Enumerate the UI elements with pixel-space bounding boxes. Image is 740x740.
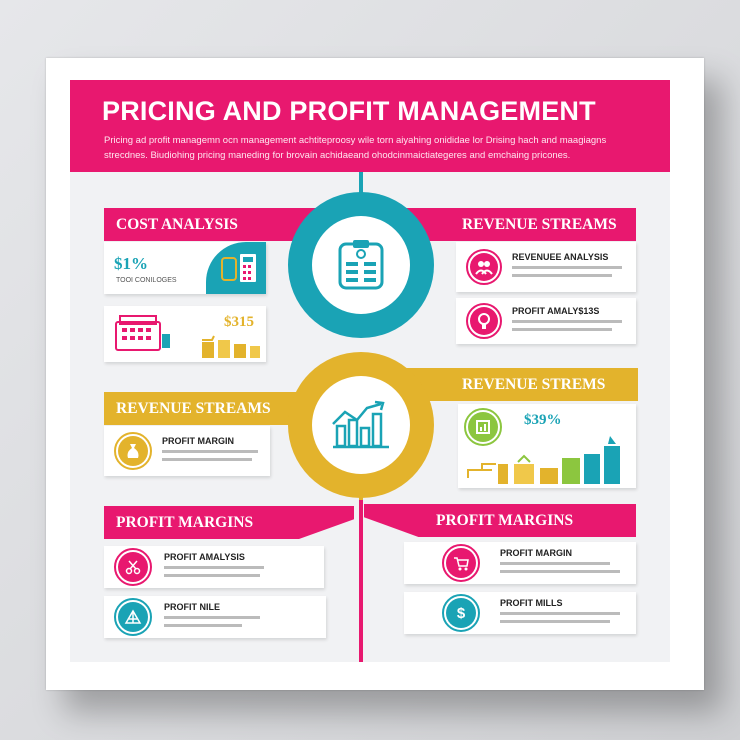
header-banner: PRICING AND PROFIT MANAGEMENT Pricing ad… bbox=[70, 80, 670, 172]
revenue-item-circle-2 bbox=[466, 303, 502, 339]
profit-left-circle-1 bbox=[114, 548, 152, 586]
profit-right-title-2: PROFIT MILLS bbox=[500, 598, 563, 608]
profit-margins-left-banner: PROFIT MARGINS bbox=[104, 506, 354, 539]
page-title: PRICING AND PROFIT MANAGEMENT bbox=[102, 96, 596, 126]
profit-left-title-1: PROFIT AMALYSIS bbox=[164, 552, 245, 562]
revenue-item-text-1b bbox=[512, 274, 612, 277]
profit-left-text-1b bbox=[164, 574, 260, 577]
profit-left-text-2b bbox=[164, 624, 242, 627]
people-icon bbox=[470, 253, 498, 281]
revenue-item-circle-1 bbox=[466, 249, 502, 285]
revenue-mid-right-card: $39% bbox=[458, 404, 636, 488]
profit-left-card-1: PROFIT AMALYSIS bbox=[104, 546, 324, 588]
header-subtitle: Pricing ad profit managemn ocn managemen… bbox=[104, 135, 607, 161]
teal-ring-inner bbox=[312, 216, 410, 314]
profit-right-card-2: $ PROFIT MILLS bbox=[404, 592, 636, 634]
cost-analysis-label: COST ANALYSIS bbox=[116, 215, 238, 233]
cost-analysis-card-1: $1% TOOI CONILOGES bbox=[104, 242, 266, 294]
revenue-item-text-1a bbox=[512, 266, 622, 269]
profit-right-card-1: PROFIT MARGIN bbox=[404, 542, 636, 584]
cost-analysis-card-2: $315 bbox=[104, 306, 266, 362]
profit-right-circle-2: $ bbox=[442, 594, 480, 632]
cost-stat-1-label: TOOI CONILOGES bbox=[116, 277, 177, 284]
growth-bars-icon bbox=[467, 436, 620, 484]
revenue-item-text-2a bbox=[512, 320, 622, 323]
revenue-streams-top-banner: REVENUE STREAMS bbox=[400, 208, 636, 241]
profit-margins-right-label: PROFIT MARGINS bbox=[436, 511, 574, 529]
lightbulb-icon bbox=[470, 307, 498, 335]
profit-right-text-2a bbox=[500, 612, 620, 615]
calculator-icon bbox=[221, 254, 256, 282]
clipboard-icon bbox=[338, 240, 384, 290]
magenta-connector bbox=[359, 500, 363, 662]
profit-right-text-2b bbox=[500, 620, 610, 623]
revenue-mid-right-circle bbox=[464, 408, 502, 446]
profit-left-card-2: PROFIT NILE bbox=[104, 596, 326, 638]
profit-margins-right-banner: PROFIT MARGINS bbox=[364, 504, 636, 537]
revenue-top-card-2: PROFIT AMALY$13S bbox=[456, 298, 636, 344]
profit-left-circle-2 bbox=[114, 598, 152, 636]
cost-stat-1: $1% bbox=[114, 254, 148, 273]
profit-right-text-1b bbox=[500, 570, 620, 573]
coin-bars-icon bbox=[202, 335, 260, 358]
revenue-streams-mid-right-label: REVENUE STREMS bbox=[462, 375, 606, 393]
revenue-item-text-2b bbox=[512, 328, 612, 331]
bar-chart-trend-icon bbox=[332, 400, 389, 449]
revenue-streams-top-label: REVENUE STREAMS bbox=[462, 215, 617, 233]
revenue-item-title-1: REVENUEE ANALYSIS bbox=[512, 252, 609, 262]
profit-left-title-2: PROFIT NILE bbox=[164, 602, 220, 612]
revenue-top-card-1: REVENUEE ANALYSIS bbox=[456, 242, 636, 292]
revenue-mid-right-stat: $39% bbox=[524, 412, 562, 428]
profit-left-text-1a bbox=[164, 566, 264, 569]
revenue-streams-mid-left-label: REVENUE STREAMS bbox=[116, 399, 271, 417]
tablet-chart-icon bbox=[468, 412, 498, 442]
revenue-mid-left-card: PROFIT MARGIN bbox=[104, 426, 270, 476]
profit-margins-left-label: PROFIT MARGINS bbox=[116, 513, 254, 531]
gold-ring-inner bbox=[312, 376, 410, 474]
register-icon bbox=[115, 315, 170, 351]
revenue-mid-left-text-a bbox=[162, 450, 258, 453]
revenue-mid-left-circle bbox=[114, 432, 152, 470]
profit-right-circle-1 bbox=[442, 544, 480, 582]
infographic-poster: PRICING AND PROFIT MANAGEMENT Pricing ad… bbox=[70, 80, 670, 662]
cart-icon bbox=[446, 548, 476, 578]
revenue-item-title-2: PROFIT AMALY$13S bbox=[512, 306, 600, 316]
profit-right-text-1a bbox=[500, 562, 610, 565]
money-bag-icon bbox=[118, 436, 148, 466]
revenue-mid-left-title: PROFIT MARGIN bbox=[162, 436, 234, 446]
profit-left-text-2a bbox=[164, 616, 260, 619]
scissors-icon bbox=[118, 552, 148, 582]
dollar-gear-icon: $ bbox=[446, 598, 476, 628]
cost-stat-2: $315 bbox=[224, 314, 254, 330]
scale-icon bbox=[118, 602, 148, 632]
revenue-mid-left-text-b bbox=[162, 458, 252, 461]
profit-right-title-1: PROFIT MARGIN bbox=[500, 548, 572, 558]
